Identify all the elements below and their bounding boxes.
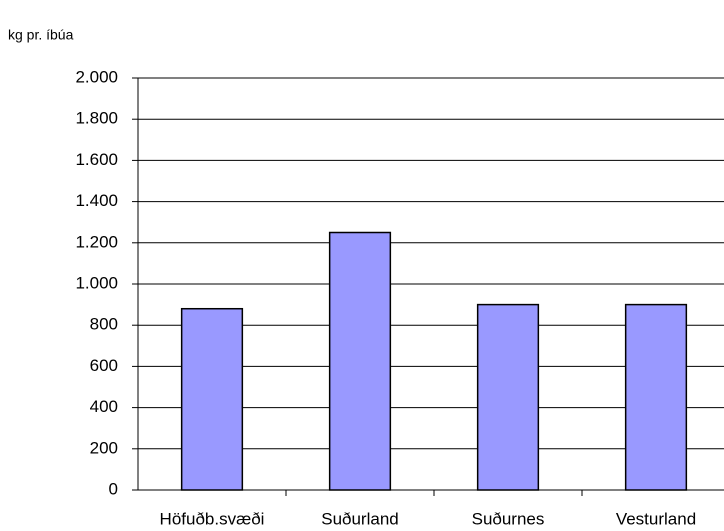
x-tick-label: Suðurland bbox=[321, 509, 399, 528]
y-tick-label: 1.000 bbox=[75, 273, 118, 292]
y-tick-label: 600 bbox=[90, 356, 118, 375]
bar bbox=[328, 231, 392, 491]
bar bbox=[624, 303, 688, 491]
y-tick-label: 1.400 bbox=[75, 191, 118, 210]
y-tick-label: 400 bbox=[90, 397, 118, 416]
x-tick-label: Suðurnes bbox=[472, 509, 545, 528]
x-tick-label: Höfuðb.svæði bbox=[160, 509, 265, 528]
y-axis-title: kg pr. íbúa bbox=[8, 27, 74, 43]
y-tick-label: 0 bbox=[109, 479, 118, 498]
y-tick-label: 2.000 bbox=[75, 67, 118, 86]
y-tick-label: 1.200 bbox=[75, 232, 118, 251]
y-tick-label: 1.800 bbox=[75, 109, 118, 128]
y-tick-label: 800 bbox=[90, 315, 118, 334]
bar bbox=[180, 307, 244, 491]
x-tick-label: Vesturland bbox=[616, 509, 696, 528]
y-tick-label: 200 bbox=[90, 438, 118, 457]
bar bbox=[476, 303, 540, 491]
y-tick-label: 1.600 bbox=[75, 150, 118, 169]
